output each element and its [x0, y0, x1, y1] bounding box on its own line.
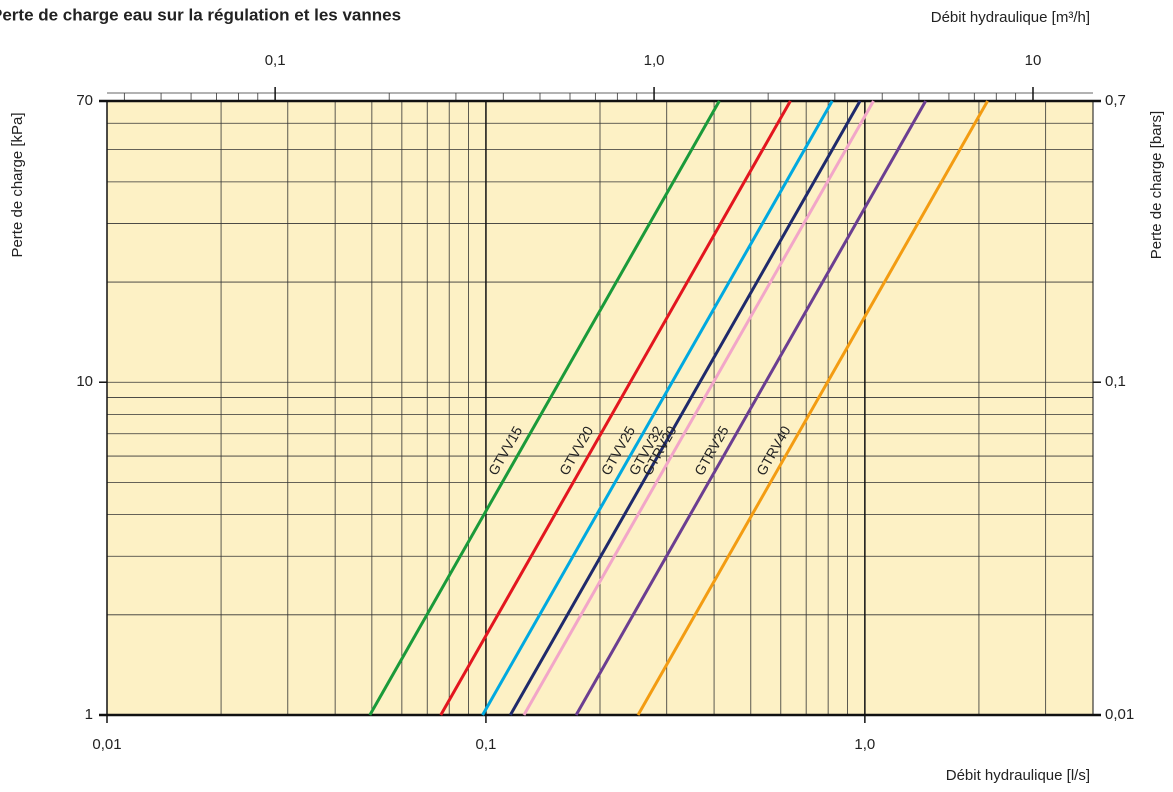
series-line	[509, 100, 862, 716]
x2-tick-label: 1,0	[644, 52, 665, 69]
x2-tick-label: 10	[1025, 52, 1042, 69]
series-line	[574, 100, 927, 716]
chart-title: Perte de charge eau sur la régulation et…	[0, 5, 401, 24]
series-line	[439, 100, 792, 716]
x2-axis-label: Débit hydraulique [m³/h]	[931, 9, 1090, 26]
x-axis-label: Débit hydraulique [l/s]	[946, 767, 1090, 784]
x-tick-label: 1,0	[854, 736, 875, 753]
series-line	[368, 100, 721, 716]
x2-tick-label: 0,1	[265, 52, 286, 69]
x-tick-label: 0,01	[92, 736, 121, 753]
series-line	[636, 100, 989, 716]
y-tick-label: 1	[85, 706, 93, 723]
series-line	[522, 100, 875, 716]
x-tick-label: 0,1	[476, 736, 497, 753]
y2-axis-label: Perte de charge [bars]	[1148, 111, 1165, 259]
y2-tick-label: 0,7	[1105, 92, 1126, 109]
y-tick-label: 10	[76, 373, 93, 390]
y2-tick-label: 0,01	[1105, 706, 1134, 723]
y-tick-label: 70	[76, 92, 93, 109]
y-axis-label: Perte de charge [kPa]	[9, 112, 26, 257]
y2-tick-label: 0,1	[1105, 373, 1126, 390]
series-line	[481, 100, 834, 716]
